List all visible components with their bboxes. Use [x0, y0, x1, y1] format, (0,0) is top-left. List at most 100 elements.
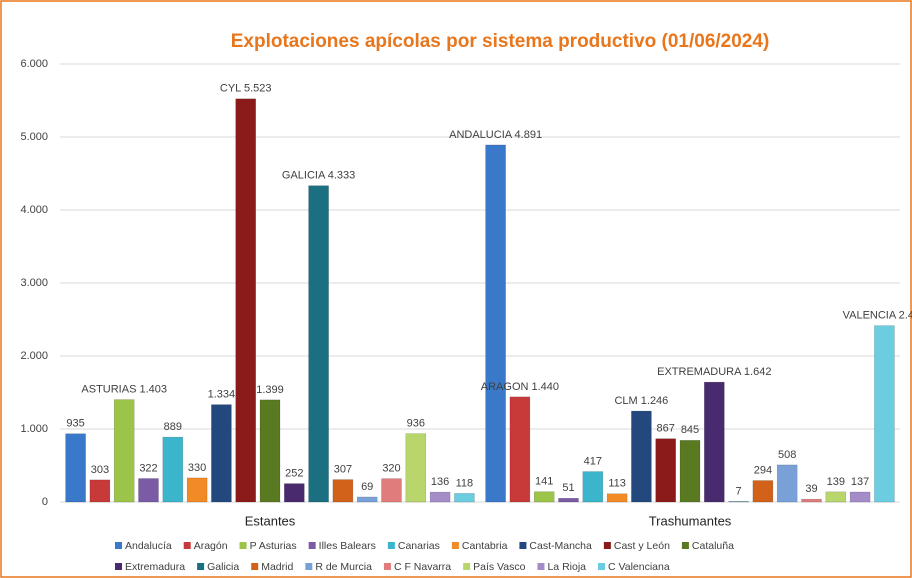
bar	[429, 491, 451, 503]
legend-label: R de Murcia	[315, 561, 372, 573]
data-label: 136	[431, 476, 449, 488]
data-label: ASTURIAS 1.403	[81, 383, 167, 395]
data-label: 330	[188, 462, 206, 474]
legend-swatch	[308, 542, 316, 549]
data-label: 303	[91, 464, 109, 476]
data-label: CLM 1.246	[614, 395, 668, 407]
y-tick-label: 5.000	[20, 131, 48, 143]
data-label: 39	[805, 483, 817, 495]
y-tick-label: 3.000	[20, 277, 48, 289]
bar	[582, 471, 604, 503]
legend-swatch	[183, 542, 191, 549]
bar	[606, 493, 628, 503]
data-label: 252	[285, 468, 303, 480]
data-label: 1.399	[256, 384, 284, 396]
data-label: 417	[584, 455, 602, 467]
bar	[259, 399, 281, 503]
bar	[825, 491, 847, 503]
y-tick-label: 0	[42, 496, 48, 508]
data-label: 320	[382, 463, 400, 475]
bar	[533, 491, 555, 503]
bar	[284, 483, 305, 503]
bar	[162, 436, 184, 503]
data-label: 113	[608, 478, 626, 490]
bar	[509, 396, 531, 503]
legend-swatch	[451, 542, 459, 549]
bar	[332, 479, 354, 503]
legend-swatch	[519, 542, 527, 549]
bar	[776, 464, 798, 503]
bar	[381, 478, 402, 503]
data-label: 1.334	[208, 389, 236, 401]
data-label: 294	[754, 464, 772, 476]
bar	[801, 498, 822, 503]
bar	[356, 496, 378, 503]
data-label: ARAGON 1.440	[481, 381, 559, 393]
data-label: 867	[657, 423, 675, 435]
data-label: 322	[139, 462, 157, 474]
legend-label: Andalucía	[125, 540, 172, 552]
legend-label: Galicia	[207, 561, 239, 573]
y-tick-label: 1.000	[20, 423, 48, 435]
legend-label: Cataluña	[692, 540, 734, 552]
bar	[849, 491, 871, 503]
bar	[235, 98, 256, 503]
bar	[704, 381, 725, 503]
data-label: VALENCIA 2.416	[843, 310, 912, 322]
legend-swatch	[681, 542, 689, 549]
y-tick-label: 2.000	[20, 350, 48, 362]
data-label: 118	[456, 477, 474, 489]
data-label: 51	[562, 482, 574, 494]
legend-label: Madrid	[261, 561, 293, 573]
legend-swatch	[115, 563, 122, 570]
legend-label: C F Navarra	[394, 561, 451, 573]
legend-swatch	[383, 563, 391, 570]
y-tick-label: 4.000	[20, 204, 48, 216]
bar	[485, 144, 506, 503]
legend-swatch	[197, 563, 205, 570]
legend-swatch	[598, 563, 605, 570]
legend-label: Aragón	[194, 540, 228, 552]
bar	[558, 498, 579, 503]
data-label: 139	[827, 476, 845, 488]
data-label: 889	[164, 421, 182, 433]
data-label: 307	[334, 463, 352, 475]
data-label: 935	[66, 418, 84, 430]
bar	[113, 399, 135, 503]
data-label: 137	[851, 476, 869, 488]
bar	[631, 410, 652, 503]
legend-swatch	[603, 542, 611, 549]
data-label: 7	[736, 485, 742, 497]
bar	[874, 325, 895, 503]
legend-label: La Rioja	[547, 561, 586, 573]
legend-swatch	[387, 542, 395, 549]
legend-label: Cantabria	[462, 540, 508, 552]
bar	[752, 480, 774, 503]
bar	[211, 404, 232, 503]
y-tick-label: 6.000	[20, 58, 48, 70]
legend-label: Cast y León	[614, 540, 670, 552]
data-label: ANDALUCIA 4.891	[449, 129, 542, 141]
data-label: 141	[535, 476, 553, 488]
bar	[454, 493, 475, 503]
legend-swatch	[463, 563, 471, 570]
legend-swatch	[251, 563, 259, 570]
data-label: CYL 5.523	[220, 83, 272, 95]
legend-label: País Vasco	[473, 561, 525, 573]
legend-label: Extremadura	[125, 561, 185, 573]
legend-label: P Asturias	[250, 540, 297, 552]
bar	[89, 479, 111, 503]
bar	[138, 478, 159, 503]
bar	[405, 433, 427, 503]
bar	[308, 185, 329, 503]
x-tick-label: Estantes	[245, 513, 296, 528]
legend-swatch	[537, 563, 545, 570]
legend-label: Canarias	[398, 540, 440, 552]
data-label: 936	[407, 418, 425, 430]
data-label: 69	[361, 481, 373, 493]
bar	[728, 501, 749, 503]
bar	[65, 433, 86, 503]
bar	[655, 438, 676, 503]
